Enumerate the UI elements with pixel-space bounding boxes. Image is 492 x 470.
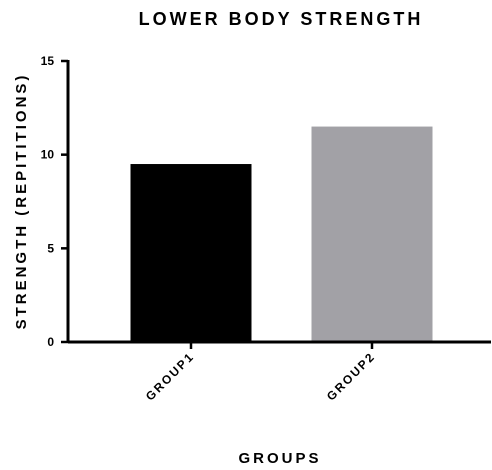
y-tick-label: 0 [47,335,54,349]
y-tick-label: 5 [47,241,54,255]
x-tick-label-group1: GROUP1 [143,349,197,403]
bars-group [130,126,433,342]
x-ticks-group: GROUP1 GROUP2 [143,342,378,403]
y-ticks-group: 0 5 10 15 [41,54,68,349]
y-tick-label: 15 [41,54,55,68]
chart-title: LOWER BODY STRENGTH [139,9,424,29]
y-tick-label: 10 [41,148,55,162]
bar-group2 [311,126,433,342]
y-axis-label: STRENGTH (REPITITIONS) [13,73,30,330]
x-tick-label-group2: GROUP2 [324,349,378,403]
x-axis-label: GROUPS [238,450,321,467]
bar-group1 [130,164,252,342]
